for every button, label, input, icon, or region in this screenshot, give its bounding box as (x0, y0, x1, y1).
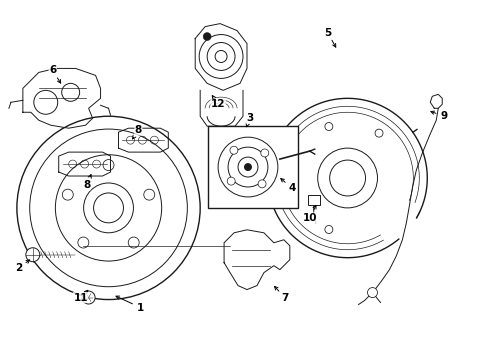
Text: 10: 10 (302, 213, 317, 223)
Circle shape (128, 237, 139, 248)
Circle shape (368, 288, 377, 298)
Circle shape (230, 146, 238, 154)
Text: 2: 2 (15, 263, 23, 273)
Circle shape (203, 32, 211, 41)
Text: 3: 3 (246, 113, 254, 123)
Circle shape (103, 159, 114, 171)
Text: 9: 9 (441, 111, 448, 121)
Bar (208, 126, 298, 208)
Circle shape (261, 149, 269, 157)
Text: 5: 5 (324, 28, 331, 37)
Text: 4: 4 (288, 183, 295, 193)
Text: 8: 8 (135, 125, 142, 135)
Circle shape (244, 163, 252, 171)
Text: 11: 11 (74, 293, 88, 302)
Circle shape (26, 248, 40, 262)
Circle shape (62, 189, 74, 200)
Text: 7: 7 (281, 293, 289, 302)
Text: 12: 12 (211, 99, 225, 109)
Circle shape (258, 180, 266, 188)
Bar (308, 195, 319, 205)
Circle shape (82, 291, 95, 304)
Text: 1: 1 (137, 302, 144, 312)
Circle shape (78, 237, 89, 248)
Circle shape (94, 193, 123, 223)
Text: 6: 6 (49, 66, 56, 76)
Text: 8: 8 (83, 180, 90, 190)
Circle shape (144, 189, 155, 200)
Circle shape (227, 177, 235, 185)
